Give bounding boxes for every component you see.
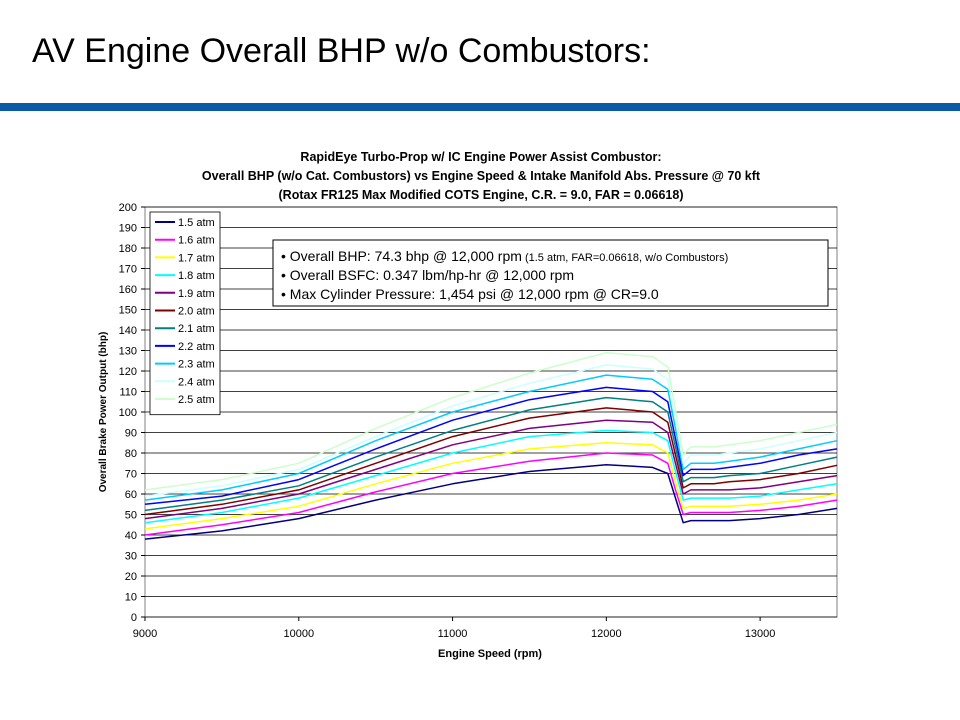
y-tick-label: 60 (125, 489, 137, 501)
series-line-25 (144, 351, 838, 491)
series-line-24 (144, 364, 838, 497)
y-tick-label: 200 (119, 202, 137, 214)
legend-label: 2.0 atm (178, 306, 215, 318)
annotation-line-2: • Overall BSFC: 0.347 lbm/hp-hr @ 12,000… (281, 267, 574, 283)
series-line-23 (144, 374, 838, 501)
title-rule (0, 103, 960, 111)
chart-title-line-1: RapidEye Turbo-Prop w/ IC Engine Power A… (300, 150, 661, 164)
chart-title-line-2: Overall BHP (w/o Cat. Combustors) vs Eng… (202, 169, 761, 183)
legend-label: 1.5 atm (178, 217, 215, 229)
legend-label: 1.9 atm (178, 288, 215, 300)
y-tick-label: 30 (125, 551, 137, 563)
y-tick-label: 150 (119, 305, 137, 317)
x-tick-label: 9000 (133, 628, 157, 640)
legend-label: 2.4 atm (178, 376, 215, 388)
y-tick-label: 120 (119, 366, 137, 378)
legend-label: 2.2 atm (178, 341, 215, 353)
series-line-22 (144, 386, 838, 506)
x-tick-label: 12000 (591, 628, 622, 640)
y-tick-label: 160 (119, 284, 137, 296)
annotation-box (272, 239, 829, 307)
y-tick-label: 190 (119, 223, 137, 235)
legend-label: 1.7 atm (178, 252, 215, 264)
x-tick-label: 10000 (283, 628, 314, 640)
x-axis-label: Engine Speed (rpm) (438, 648, 542, 660)
legend-label: 1.8 atm (178, 270, 215, 282)
annotation-line-1: • Overall BHP: 74.3 bhp @ 12,000 rpm (1.… (281, 248, 728, 264)
legend-label: 2.5 atm (178, 394, 215, 406)
legend-label: 1.6 atm (178, 235, 215, 247)
y-tick-label: 110 (119, 387, 137, 399)
y-tick-label: 130 (119, 346, 137, 358)
y-axis-label: Overall Brake Power Output (bhp) (98, 332, 109, 493)
y-tick-label: 90 (125, 428, 137, 440)
y-tick-label: 20 (125, 571, 137, 583)
series-line-17 (144, 442, 838, 530)
y-tick-label: 10 (125, 592, 137, 604)
y-tick-label: 80 (125, 448, 137, 460)
y-tick-label: 140 (119, 325, 137, 337)
series-line-19 (144, 419, 838, 520)
y-tick-label: 100 (119, 407, 137, 419)
chart-title-line-3: (Rotax FR125 Max Modified COTS Engine, C… (279, 188, 684, 202)
y-tick-label: 40 (125, 530, 137, 542)
series-line-21 (144, 396, 838, 512)
y-tick-label: 170 (119, 264, 137, 276)
legend-label: 2.3 atm (178, 359, 215, 371)
annotation-line-3: • Max Cylinder Pressure: 1,454 psi @ 12,… (281, 286, 659, 302)
y-tick-label: 180 (119, 243, 137, 255)
slide-title: AV Engine Overall BHP w/o Combustors: (32, 32, 651, 70)
y-tick-label: 70 (125, 469, 137, 481)
y-tick-label: 0 (131, 612, 137, 624)
series-line-16 (144, 452, 838, 536)
legend-label: 2.1 atm (178, 323, 215, 335)
y-tick-label: 50 (125, 510, 137, 522)
series-line-18 (144, 429, 838, 524)
series-line-20 (144, 407, 838, 516)
x-tick-label: 11000 (438, 628, 468, 640)
x-tick-label: 13000 (745, 628, 776, 640)
series-line-15 (144, 463, 838, 540)
